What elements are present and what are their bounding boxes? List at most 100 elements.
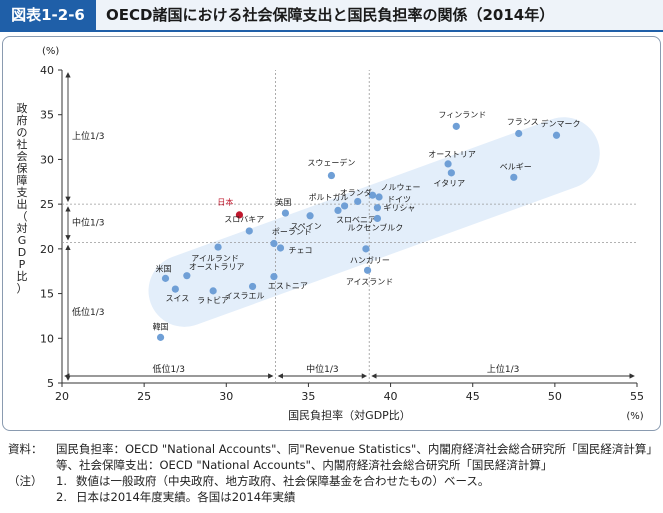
note-2-number: 2. [56, 490, 67, 504]
data-point-label: デンマーク [541, 118, 581, 128]
figure-header: 図表1-2-6 OECD諸国における社会保障支出と国民負担率の関係（2014年） [0, 0, 663, 32]
data-point [306, 212, 314, 220]
data-point-label: アイルランド [191, 254, 239, 263]
data-point [515, 129, 523, 138]
x-tercile-label: 中位1/3 [306, 363, 339, 375]
data-point [510, 173, 518, 181]
data-point [270, 272, 278, 281]
figure-number-badge: 図表1-2-6 [0, 0, 96, 30]
y-tick-label: 25 [40, 198, 54, 211]
data-point [334, 206, 342, 215]
x-tick-label: 55 [630, 390, 644, 403]
data-point-label: ドイツ [387, 195, 411, 204]
data-point [552, 131, 561, 139]
y-tick-label: 35 [40, 109, 54, 122]
data-point-label: スロベニア [336, 215, 376, 224]
note-1-number: 1. [56, 474, 67, 488]
data-point [245, 227, 253, 235]
data-point-label: ポルトガル [309, 192, 349, 202]
y-tercile-label: 低位1/3 [72, 306, 105, 318]
data-point-label: スウェーデン [307, 158, 355, 168]
data-point [327, 171, 336, 180]
data-point-label: スイス [165, 294, 189, 303]
data-point [373, 214, 382, 223]
data-point [368, 191, 377, 199]
note-row-2: 2. 日本は2014年度実績。各国は2014年実績 [8, 489, 658, 505]
y-tercile-label-bg [70, 215, 106, 229]
data-point [281, 209, 290, 217]
data-point-label: チェコ [289, 246, 313, 255]
data-point-label: イタリア [434, 179, 466, 188]
data-point [375, 193, 383, 201]
x-axis-title: 国民負担率（対GDP比） [288, 408, 411, 422]
data-point-label: 日本 [217, 197, 233, 207]
data-point [362, 245, 370, 253]
x-tick-label: 35 [301, 390, 315, 403]
source-line-2: 等、社会保障支出：OECD "National Accounts"、内閣府経済社… [56, 458, 553, 472]
data-point-label: ラトビア [197, 296, 229, 305]
data-point [452, 122, 460, 130]
source-row: 資料： 国民負担率：OECD "National Accounts"、同"Rev… [8, 441, 658, 457]
figure-title: OECD諸国における社会保障支出と国民負担率の関係（2014年） [106, 6, 555, 24]
data-point [447, 169, 455, 177]
source-label: 資料： [8, 442, 43, 456]
data-point-label: イスラエル [225, 291, 265, 300]
data-point-label: ルクセンブルク [348, 222, 404, 232]
data-point [270, 239, 278, 248]
data-point-label: ポーランド [272, 227, 312, 236]
notes-block: 資料： 国民負担率：OECD "National Accounts"、同"Rev… [8, 441, 658, 505]
data-point [183, 272, 191, 280]
data-point [444, 160, 452, 168]
x-tick-label: 25 [137, 390, 151, 403]
y-tercile-label: 上位1/3 [72, 130, 105, 142]
data-point-label: オーストリア [428, 150, 476, 159]
data-point-label: ノルウェー [381, 183, 421, 192]
data-point [161, 274, 170, 282]
data-point-label: スロバキア [224, 215, 264, 224]
data-point [363, 266, 372, 274]
data-point [373, 204, 382, 212]
data-point [209, 287, 217, 295]
data-point [248, 282, 257, 291]
note-label: （注） [8, 474, 43, 488]
y-tick-label: 10 [40, 332, 54, 345]
data-point [340, 202, 349, 210]
data-point [276, 244, 285, 252]
data-point-label: 英国 [275, 197, 291, 207]
y-unit-label: (%) [42, 46, 59, 57]
trend-band [148, 117, 600, 327]
data-point [354, 197, 362, 206]
y-tercile-label: 中位1/3 [72, 216, 105, 228]
source-line-1: 国民負担率：OECD "National Accounts"、同"Revenue… [56, 442, 658, 456]
data-point-label: フランス [507, 117, 539, 126]
data-point [214, 243, 222, 251]
y-tercile-label-bg [70, 129, 106, 143]
data-point-label: 韓国 [153, 321, 169, 331]
x-tick-label: 45 [466, 390, 480, 403]
x-tercile-label: 低位1/3 [153, 363, 186, 375]
x-tick-label: 20 [55, 390, 69, 403]
data-point-label: フィンランド [438, 110, 486, 119]
y-tick-label: 5 [47, 377, 54, 390]
data-point-label: ハンガリー [350, 255, 390, 265]
data-point-label: 米国 [156, 263, 172, 273]
y-tick-label: 15 [40, 288, 54, 301]
x-tick-label: 30 [219, 390, 233, 403]
y-tick-label: 20 [40, 243, 54, 256]
data-point-label: ギリシャ [383, 204, 415, 213]
y-tick-label: 40 [40, 64, 54, 77]
data-point-label: ベルギー [500, 162, 532, 171]
data-point-label: オランダ [340, 187, 372, 197]
data-point-label: オーストラリア [189, 263, 245, 272]
y-tercile-label-bg [70, 304, 106, 318]
x-tick-label: 50 [548, 390, 562, 403]
y-axis-title: 政府の社会保障支出（対 G D P 比） [17, 101, 28, 295]
data-point [156, 333, 165, 341]
data-point [235, 211, 244, 219]
x-unit-label: (%) [626, 411, 643, 422]
note-row-1: （注） 1. 数値は一般政府（中央政府、地方政府、社会保障基金を合わせたもの）ベ… [8, 473, 658, 489]
x-tick-label: 40 [384, 390, 398, 403]
x-tercile-label: 上位1/3 [487, 363, 520, 375]
